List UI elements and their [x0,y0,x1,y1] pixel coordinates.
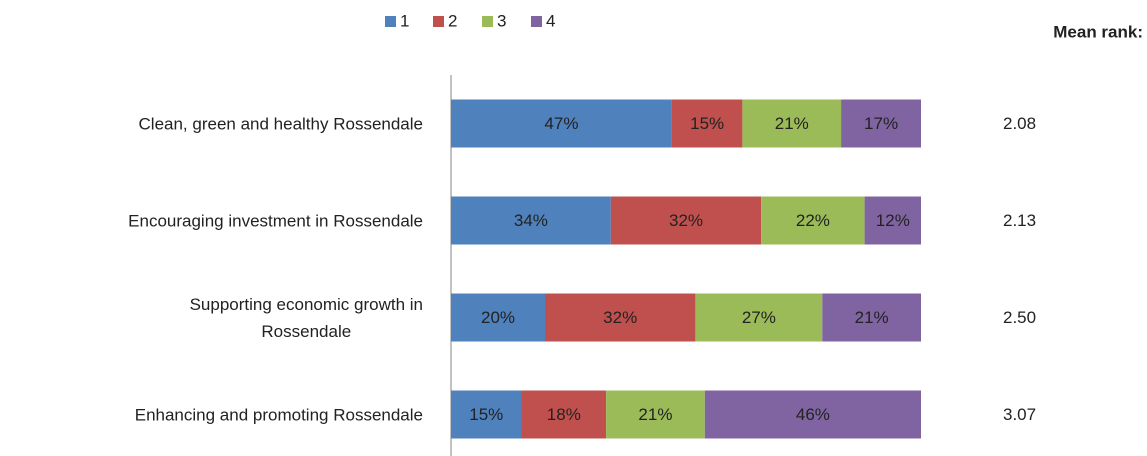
mean-rank-value: 2.13 [1003,211,1036,230]
bar-segment [742,99,842,148]
legend-swatch [531,16,542,27]
bar-segment [610,196,762,245]
mean-rank-value: 3.07 [1003,405,1036,424]
bar-segment [761,196,865,245]
category-label: Enhancing and promoting Rossendale [134,405,423,424]
data-label: 46% [796,405,830,424]
bar-segment [521,390,607,439]
data-label: 47% [544,114,578,133]
legend-label: 3 [497,11,506,30]
bar-segment [451,293,545,342]
data-label: 21% [638,405,672,424]
data-label: 32% [669,211,703,230]
data-label: 32% [603,308,637,327]
data-label: 15% [469,405,503,424]
data-label: 22% [796,211,830,230]
legend-swatch [433,16,444,27]
data-label: 34% [514,211,548,230]
data-label: 15% [690,114,724,133]
data-label: 21% [855,308,889,327]
category-label: Supporting economic growth in Rossendale [189,294,423,341]
bar-segment [545,293,696,342]
bar-segment [704,390,921,439]
data-label: 21% [775,114,809,133]
data-label: 18% [547,405,581,424]
mean-rank-value: 2.50 [1003,308,1036,327]
legend-label: 1 [400,11,409,30]
bar-segment [451,390,522,439]
data-label: 12% [876,211,910,230]
mean-rank-title: Mean rank: [1053,22,1143,41]
bar-segment [695,293,823,342]
bar-segment [451,196,611,245]
bar-segment [841,99,921,148]
bar-segment [671,99,743,148]
category-label: Encouraging investment in Rossendale [128,211,423,230]
bar-segment [822,293,921,342]
bar-segment [451,99,672,148]
bar-segment [864,196,921,245]
legend-swatch [482,16,493,27]
category-label: Clean, green and healthy Rossendale [138,114,423,133]
mean-rank-value: 2.08 [1003,114,1036,133]
data-label: 20% [481,308,515,327]
data-label: 17% [864,114,898,133]
legend-label: 4 [546,11,555,30]
legend-swatch [385,16,396,27]
bar-segment [606,390,705,439]
legend-label: 2 [448,11,457,30]
data-label: 27% [742,308,776,327]
